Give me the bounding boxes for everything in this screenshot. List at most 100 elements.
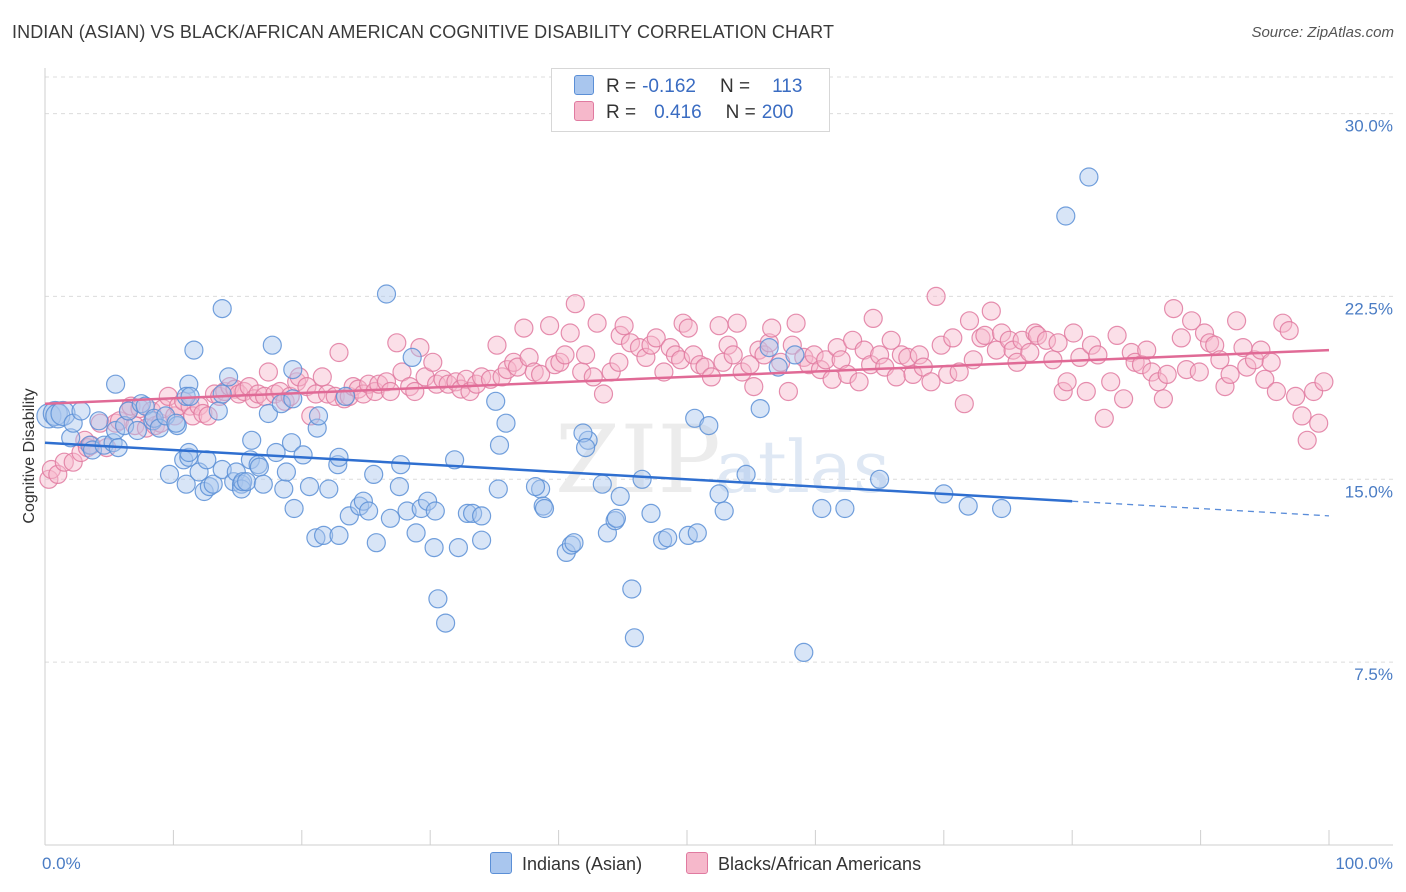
black-point bbox=[816, 350, 836, 370]
legend-item-indian: Indians (Asian) bbox=[490, 852, 642, 875]
black-point bbox=[545, 355, 565, 375]
black-point bbox=[881, 330, 901, 350]
black-point bbox=[410, 338, 430, 358]
indian-point bbox=[219, 367, 239, 387]
indian-trend-line bbox=[44, 441, 1073, 503]
indian-point bbox=[237, 472, 257, 492]
black-point bbox=[778, 381, 799, 402]
black-point bbox=[1020, 342, 1040, 363]
indian-point bbox=[424, 537, 444, 558]
black-point bbox=[959, 311, 980, 331]
black-point bbox=[456, 369, 476, 389]
black-point bbox=[744, 377, 764, 397]
indian-point bbox=[397, 501, 417, 521]
black-point bbox=[1027, 325, 1048, 345]
correlation-legend: R = -0.162 N = 113 R = 0.416 N = 200 bbox=[551, 68, 830, 132]
black-point bbox=[1048, 333, 1068, 353]
indian-point bbox=[366, 533, 386, 553]
black-point bbox=[718, 335, 738, 355]
black-point bbox=[723, 345, 743, 365]
black-point bbox=[1215, 377, 1235, 397]
indian-point bbox=[606, 508, 627, 528]
black-point bbox=[1053, 381, 1073, 402]
indian-point bbox=[418, 491, 438, 511]
indian-point bbox=[179, 374, 199, 394]
x-tick-label-end: 100.0% bbox=[1335, 854, 1393, 873]
black-point bbox=[903, 364, 923, 384]
legend-row-indian: R = -0.162 N = 113 bbox=[574, 75, 802, 101]
black-point bbox=[991, 323, 1012, 343]
indian-point bbox=[632, 469, 652, 489]
series-indian-points bbox=[36, 167, 1099, 663]
black-point bbox=[610, 325, 630, 345]
black-point bbox=[301, 406, 321, 426]
legend-item-black: Blacks/African Americans bbox=[686, 852, 921, 875]
black-point bbox=[1057, 372, 1077, 392]
black-point bbox=[1226, 311, 1247, 331]
indian-point bbox=[262, 335, 282, 355]
black-point bbox=[1279, 321, 1299, 341]
black-point bbox=[1094, 408, 1114, 428]
black-point bbox=[981, 301, 1001, 321]
black-point bbox=[312, 367, 332, 387]
black-point bbox=[1043, 350, 1063, 370]
indian-point bbox=[353, 491, 373, 511]
indian-point bbox=[258, 403, 278, 424]
black-point bbox=[1076, 381, 1096, 402]
indian-point bbox=[958, 496, 978, 516]
black-point bbox=[565, 294, 585, 314]
black-point bbox=[629, 338, 650, 358]
indian-point bbox=[276, 462, 296, 482]
black-point bbox=[48, 464, 68, 484]
indian-point bbox=[166, 413, 186, 433]
black-point bbox=[949, 362, 969, 382]
indian-point bbox=[114, 416, 135, 436]
indian-point bbox=[376, 284, 397, 304]
black-point bbox=[931, 335, 951, 355]
indian-point bbox=[364, 464, 384, 484]
indian-point bbox=[525, 477, 546, 497]
indian-point bbox=[329, 447, 349, 467]
indian-point bbox=[457, 503, 477, 524]
legend-row-black: R = 0.416 N = 200 bbox=[574, 101, 793, 127]
black-point bbox=[921, 372, 941, 392]
black-point bbox=[1297, 430, 1317, 450]
black-point bbox=[514, 318, 534, 338]
indian-point bbox=[561, 535, 582, 555]
black-point bbox=[1303, 381, 1324, 402]
black-point bbox=[423, 352, 443, 372]
indian-point bbox=[592, 474, 612, 494]
indian-point bbox=[293, 445, 313, 465]
indian-point bbox=[391, 455, 411, 475]
indian-point bbox=[1056, 206, 1076, 226]
black-point bbox=[909, 345, 930, 365]
series-black-points bbox=[39, 286, 1334, 489]
black-point bbox=[1181, 311, 1202, 331]
indian-point bbox=[785, 345, 805, 365]
black-point bbox=[329, 342, 349, 363]
black-point bbox=[1261, 352, 1281, 372]
black-point bbox=[1113, 389, 1134, 409]
black-point bbox=[975, 325, 995, 345]
legend-r-label: R = bbox=[606, 76, 637, 97]
indian-point bbox=[299, 477, 320, 497]
x-tick-label-start: 0.0% bbox=[42, 854, 81, 873]
indian-point bbox=[208, 401, 228, 421]
black-point bbox=[1171, 328, 1191, 348]
indian-point bbox=[835, 498, 855, 519]
source-credit: Source: ZipAtlas.com bbox=[1251, 24, 1394, 41]
indian-point bbox=[159, 464, 180, 484]
indian-point bbox=[658, 528, 678, 548]
legend-label-black: Blacks/African Americans bbox=[718, 854, 922, 874]
indian-point bbox=[284, 498, 304, 519]
indian-point bbox=[389, 477, 409, 497]
black-point bbox=[1137, 340, 1157, 360]
black-point bbox=[1251, 340, 1271, 360]
indian-point bbox=[472, 506, 492, 526]
indian-point bbox=[750, 399, 770, 419]
indian-point bbox=[709, 484, 729, 504]
indian-point bbox=[127, 420, 147, 441]
indian-point bbox=[212, 459, 232, 480]
indian-point bbox=[641, 503, 661, 524]
